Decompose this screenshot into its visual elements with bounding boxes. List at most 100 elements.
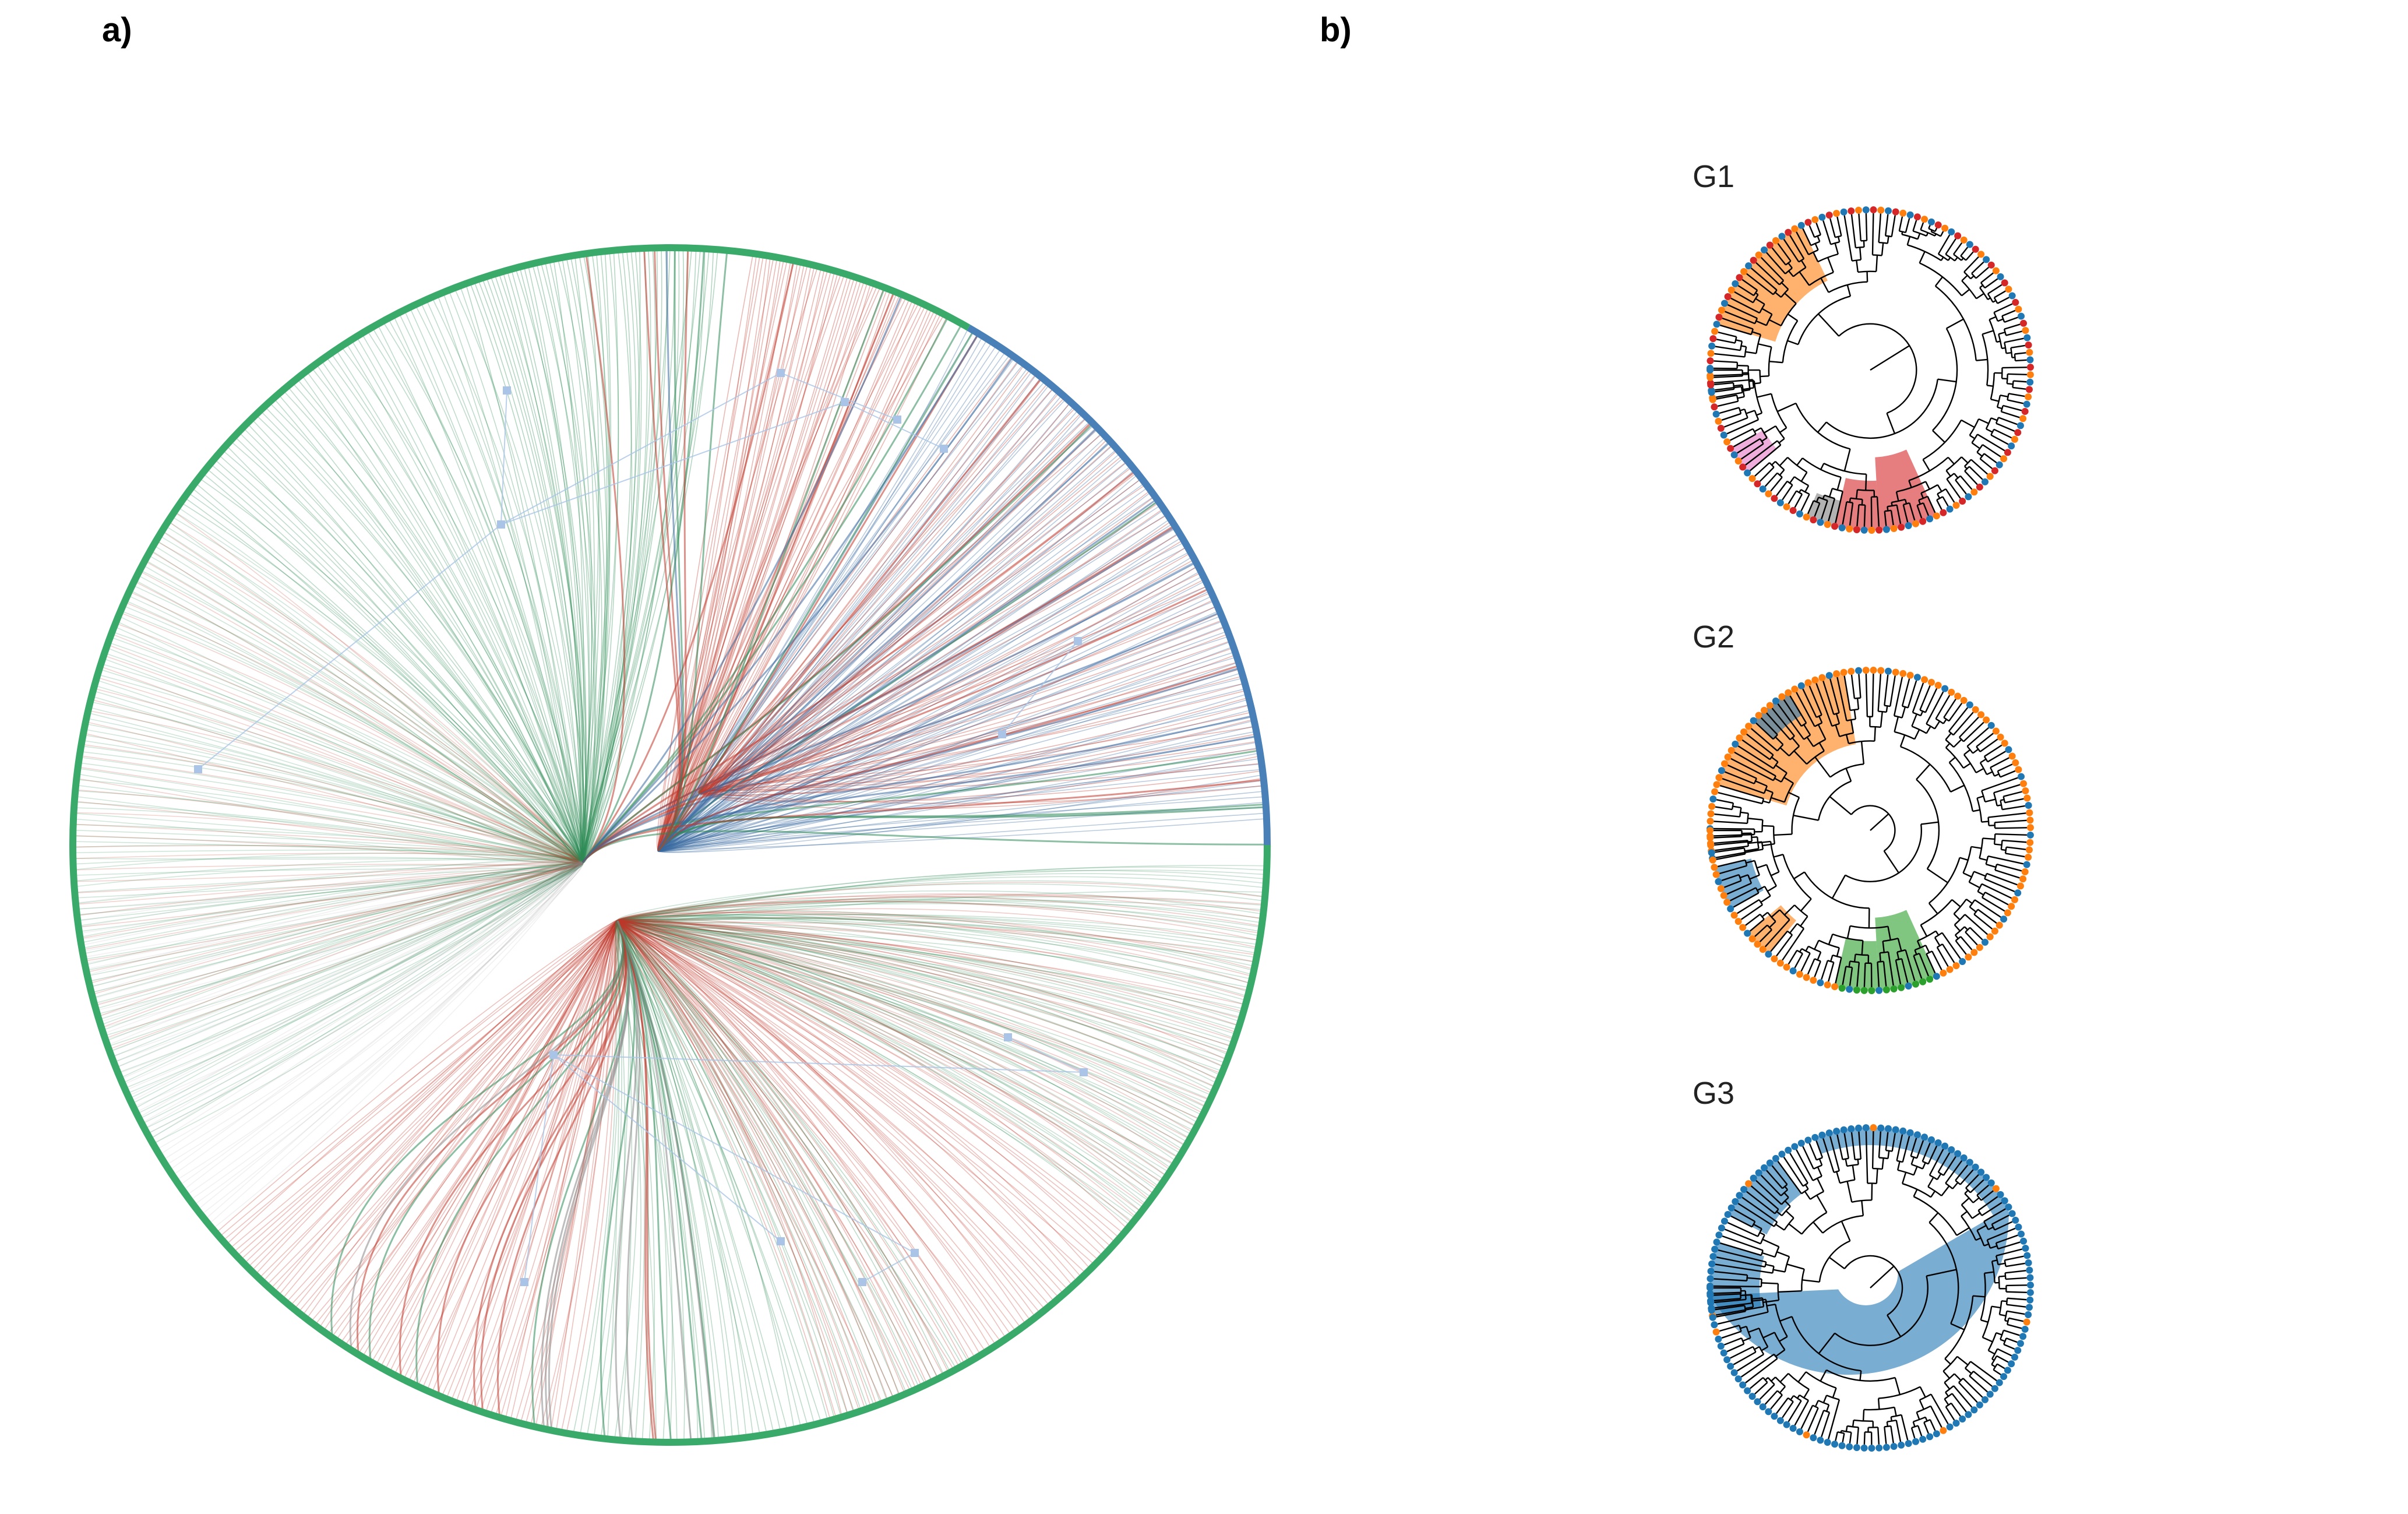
node-link [500, 402, 845, 525]
leaf-dot [1906, 211, 1914, 219]
leaf-dot [1785, 1146, 1792, 1154]
leaf-dot [2004, 1367, 2011, 1374]
leaf-dot [2025, 854, 2032, 861]
leaf-dot [1736, 1192, 1743, 1199]
leaf-dot [1877, 206, 1885, 214]
leaf-dot [2025, 393, 2032, 401]
leaf-dot [1921, 676, 1928, 684]
leaf-dot [2026, 809, 2033, 816]
leaf-dot [2026, 371, 2034, 378]
leaf-dot [1860, 987, 1868, 994]
leaf-dot [1803, 974, 1810, 981]
leaf-dot [2026, 1281, 2034, 1289]
leaf-dot [1987, 261, 1995, 269]
leaf-dot [1933, 512, 1940, 520]
leaf-dot [1708, 342, 1716, 350]
leaf-dot [1811, 1133, 1819, 1141]
leaf-dot [1977, 1168, 1985, 1176]
leaf-dot [2001, 279, 2008, 287]
leaf-dot [1765, 490, 1772, 498]
leaf-dot [1740, 268, 1748, 276]
leaf-dot [1855, 667, 1862, 674]
leaf-dot [1736, 734, 1743, 742]
leaf-dot [1948, 688, 1955, 696]
leaf-dot [1986, 1390, 1994, 1398]
leaf-dot [2012, 298, 2019, 306]
leaf-dot [1959, 497, 1966, 505]
leaf-dot [1870, 1124, 1877, 1132]
leaf-dot [1970, 1406, 1978, 1414]
leaf-dot [2019, 415, 2027, 422]
leaf-dot [1723, 438, 1731, 446]
leaf-dot [1997, 733, 2004, 741]
leaf-dot [1711, 403, 1718, 411]
leaf-dot [1727, 1204, 1735, 1212]
radial-tree-g3 [1707, 1124, 2034, 1452]
edge-bundle-6 [72, 511, 584, 1050]
leaf-dot [1766, 702, 1774, 709]
leaf-dot [1898, 523, 1905, 531]
leaf-dot [2023, 794, 2031, 802]
leaf-dot [1796, 1428, 1803, 1435]
leaf-dot [1868, 526, 1875, 534]
leaf-dot [1715, 878, 1722, 885]
leaf-dot [1718, 767, 1725, 774]
leaf-dot [1765, 950, 1772, 958]
leaf-dot [1913, 674, 1921, 681]
leaf-dot [1711, 328, 1719, 335]
leaf-dot [2015, 305, 2022, 313]
leaf-dot [1732, 280, 1739, 287]
leaf-dot [2008, 1210, 2016, 1217]
leaf-dot [1789, 967, 1797, 975]
leaf-dot [1954, 1150, 1962, 1157]
leaf-dot [1824, 1439, 1831, 1446]
leaf-dot [1870, 206, 1877, 214]
leaf-dot [1727, 286, 1735, 294]
leaf-dot [2026, 364, 2034, 371]
leaf-dot [1791, 1143, 1799, 1150]
leaf-dot [2025, 1259, 2032, 1267]
leaf-dot [1712, 410, 1720, 418]
leaf-dot [1754, 1398, 1761, 1406]
leaf-dot [1766, 241, 1774, 249]
leaf-dot [1717, 1342, 1725, 1350]
leaf-dot [1740, 1186, 1748, 1193]
clade-highlight [1815, 1128, 2009, 1216]
leaf-dot [1952, 962, 1960, 970]
leaf-dot [1885, 1125, 1892, 1132]
radial-tree-g2 [1707, 667, 2034, 994]
leaf-dot [1759, 1403, 1767, 1411]
leaf-dot [1875, 526, 1883, 534]
bundled-edges [72, 247, 1268, 1443]
leaf-dot [1992, 1185, 2000, 1192]
leaf-dot [1707, 810, 1715, 818]
leaf-dot [1797, 221, 1805, 229]
leaf-dot [1868, 1444, 1875, 1452]
leaf-dot [1882, 526, 1890, 533]
node-link [500, 390, 507, 525]
leaf-dot [1715, 774, 1723, 781]
leaf-dot [1760, 706, 1768, 714]
panel-a-label: a) [102, 11, 132, 49]
node-link [553, 1054, 781, 1242]
leaf-dot [1921, 216, 1928, 223]
leaf-dot [2021, 868, 2029, 876]
leaf-dot [1760, 1164, 1768, 1171]
leaf-dot [1926, 515, 1934, 523]
leaf-dot [1933, 973, 1940, 980]
leaf-dot [1926, 976, 1934, 983]
leaf-dot [1954, 232, 1962, 240]
leaf-dot [1791, 225, 1799, 233]
edge-bundle-10 [616, 865, 1267, 1226]
leaf-dot [1748, 1393, 1756, 1400]
leaf-dot [1804, 219, 1812, 226]
leaf-dot [1818, 674, 1826, 681]
leaf-dot [1720, 1217, 1728, 1225]
leaf-dots [1707, 667, 2034, 994]
leaf-dot [1870, 667, 1877, 674]
leaf-dot [1966, 701, 1973, 709]
edge-bundle-8 [216, 920, 620, 1434]
leaf-dot [1730, 1369, 1738, 1376]
leaf-dot [1952, 502, 1960, 509]
leaf-dot [1959, 1415, 1966, 1423]
